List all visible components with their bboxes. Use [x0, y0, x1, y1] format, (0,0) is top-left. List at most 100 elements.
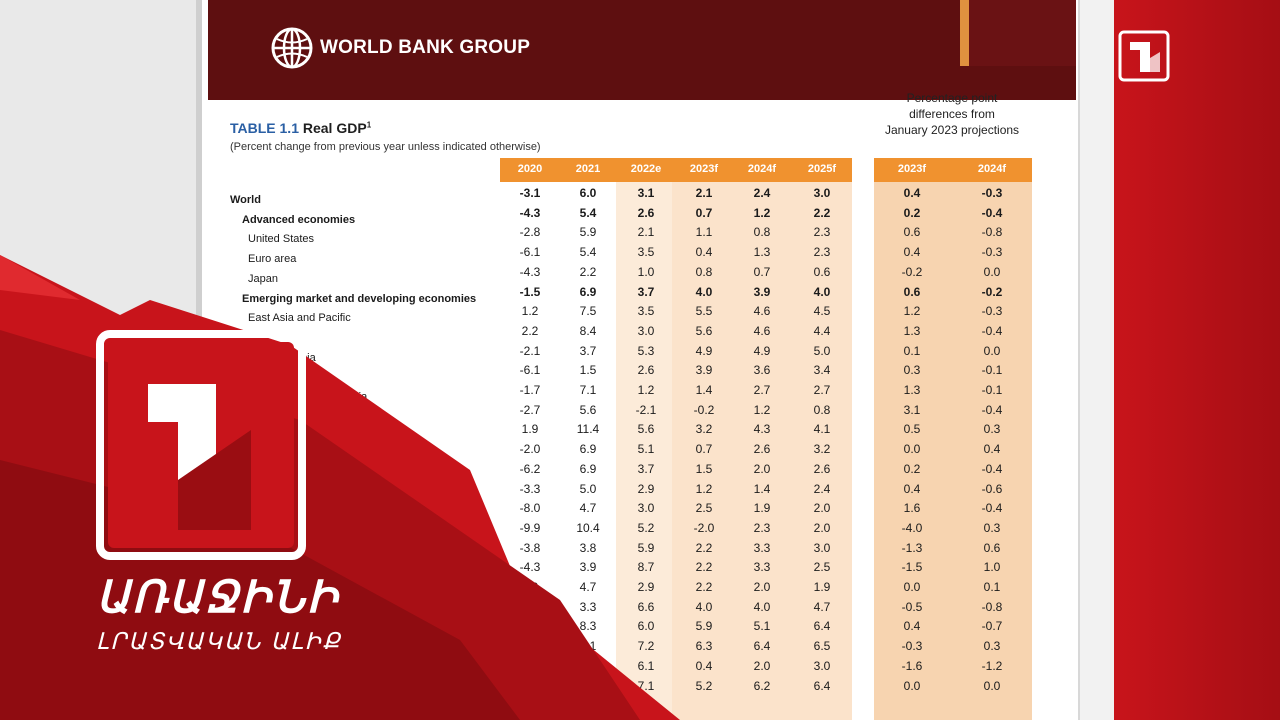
table-cell: 4.1	[813, 422, 831, 437]
diff-cell: -0.3	[901, 639, 923, 654]
diff-cell: -1.5	[901, 560, 923, 575]
row-label: Poland	[268, 450, 303, 463]
table-cell: 2.2	[521, 323, 539, 338]
table-cell: 3.4	[813, 363, 831, 378]
table-cell: 2.2	[579, 264, 597, 279]
diff-note-line-3: January 2023 projections	[884, 123, 1020, 137]
table-cell: 4.0	[813, 284, 831, 299]
diff-cell: -0.4	[981, 402, 1003, 417]
background-right	[1080, 0, 1280, 720]
row-label: Latin America and the Caribbean	[248, 469, 409, 482]
diff-cell: 0.4	[903, 245, 921, 260]
table-name: Real GDP	[302, 120, 367, 136]
row-label: Thaila	[268, 371, 298, 384]
table-cell: 2.6	[637, 363, 655, 378]
diff-cell: -0.4	[981, 461, 1003, 476]
table-cell: -2.7	[519, 402, 541, 417]
table-cell: 0.7	[753, 264, 771, 279]
table-cell: 3.0	[637, 323, 655, 338]
table-cell: 4.7	[813, 599, 831, 614]
table-cell: 2.6	[753, 442, 771, 457]
table-cell: 5.6	[637, 422, 655, 437]
diff-header-bar	[874, 158, 1032, 182]
table-cell: 1.0	[637, 264, 655, 279]
table-cell: 1.3	[753, 245, 771, 260]
table-cell: 0.8	[813, 402, 831, 417]
table-cell: 2.9	[637, 481, 655, 496]
table-cell: 6.0	[637, 619, 655, 634]
table-cell: 3.6	[753, 363, 771, 378]
diff-cell: -0.4	[981, 205, 1003, 220]
table-cell: 1.2	[521, 304, 539, 319]
table-cell: 3.1	[637, 186, 655, 200]
table-cell: -4.3	[519, 205, 541, 220]
table-cell: 2.0	[813, 520, 831, 535]
table-cell: -0.2	[693, 402, 715, 417]
table-cell: 4.5	[813, 304, 831, 319]
diff-cell: 3.1	[903, 402, 921, 417]
table-cell: 4.6	[753, 304, 771, 319]
table-cell: 6.9	[579, 461, 597, 476]
table-cell: 3.6	[521, 599, 539, 614]
diff-cell: 0.6	[903, 225, 921, 240]
table-cell: -8.0	[519, 501, 541, 516]
table-cell: 1.9	[521, 580, 539, 594]
table-cell: 5.0	[579, 481, 597, 496]
table-cell: -1.5	[519, 284, 541, 299]
world-bank-logo: WORLD BANK GROUP	[270, 26, 530, 70]
table-cell: 4.7	[579, 580, 597, 594]
table-cell: 2.1	[637, 225, 655, 240]
diff-cell: 0.4	[903, 481, 921, 496]
table-cell: 2.5	[695, 501, 713, 516]
column-band-forecast	[672, 182, 852, 720]
diff-cell: 0.1	[903, 343, 921, 358]
table-cell: 3.8	[579, 540, 597, 555]
diff-cell: -0.3	[981, 245, 1003, 260]
diff-cell: -0.4	[981, 323, 1003, 338]
diff-cell: 1.6	[903, 501, 921, 516]
table-cell: 4.4	[813, 323, 831, 338]
column-header: 2022e	[630, 163, 662, 175]
table-cell: 2.9	[637, 580, 655, 594]
table-cell: 2.2	[695, 540, 713, 555]
table-cell: -6.1	[519, 245, 541, 260]
row-label: Japan	[248, 272, 278, 285]
row-label: Advanced economies	[242, 213, 356, 226]
table-cell: 3.7	[637, 461, 655, 476]
diff-cell: 0.0	[983, 678, 1001, 693]
row-label: Türkiye	[268, 430, 305, 443]
document-page: WORLD BANK GROUP TABLE 1.1 Real GDP1 (Pe…	[196, 0, 1078, 720]
diff-cell: 0.3	[983, 422, 1001, 437]
table-cell: 0.8	[695, 264, 713, 279]
table-cell: 3.3	[579, 599, 597, 614]
table-cell: 2.2	[695, 580, 713, 594]
column-header: 2020	[517, 163, 543, 175]
table-cell: 3.7	[579, 343, 597, 358]
diff-cell: -0.8	[981, 225, 1003, 240]
report-banner: WORLD BANK GROUP	[208, 0, 1076, 100]
table-cell: -9.9	[519, 520, 541, 535]
table-cell: 3.2	[695, 422, 713, 437]
table-cell: 2.0	[753, 580, 771, 594]
table-cell: 1.5	[695, 461, 713, 476]
table-cell: 10.4	[576, 520, 600, 535]
table-cell: 4.7	[579, 501, 597, 516]
diff-cell: -0.5	[901, 599, 923, 614]
table-cell: 3.9	[753, 284, 771, 299]
table-cell: 5.0	[813, 343, 831, 358]
row-label: East Asia and Pacific	[248, 312, 351, 325]
table-cell: 2.0	[753, 658, 771, 673]
diff-cell: 0.6	[983, 540, 1001, 555]
banner-side-bar	[969, 0, 1076, 66]
table-cell: 5.1	[637, 442, 655, 457]
table-cell: 4.6	[753, 323, 771, 338]
table-cell: 3.9	[695, 363, 713, 378]
table-cell: 7.1	[579, 383, 597, 397]
table-cell: 5.4	[579, 205, 597, 220]
diff-cell: 0.1	[983, 580, 1001, 594]
table-cell: -3.1	[519, 186, 541, 200]
diff-cell: -0.1	[981, 383, 1003, 397]
diff-cell: 0.6	[903, 284, 921, 299]
diff-cell: 0.4	[903, 619, 921, 634]
diff-cell: 1.2	[903, 304, 921, 319]
